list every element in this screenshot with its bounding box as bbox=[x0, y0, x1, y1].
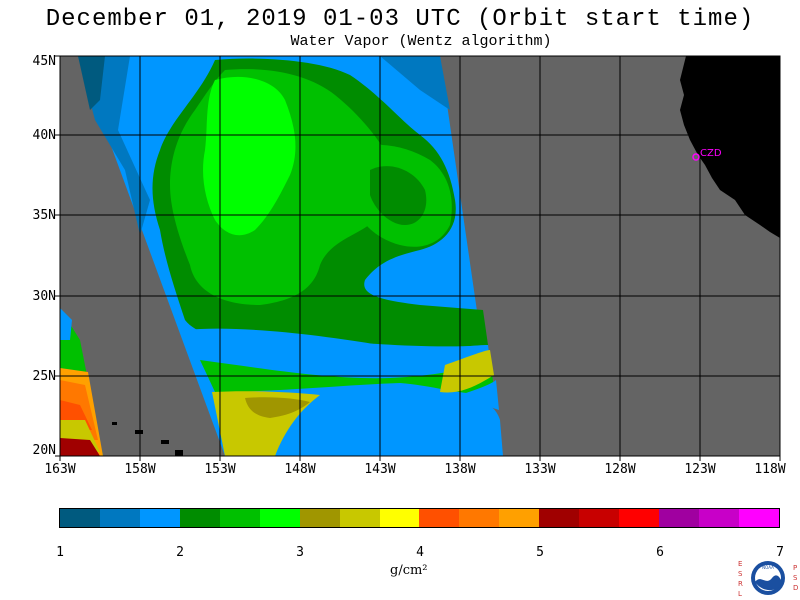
logo-letter-l: L bbox=[738, 590, 742, 598]
colorbar-segment bbox=[419, 509, 460, 527]
colorbar-tick-6: 6 bbox=[656, 545, 664, 560]
station-label: CZD bbox=[700, 148, 722, 159]
lon-label-158w: 158W bbox=[124, 462, 156, 477]
colorbar-tick-4: 4 bbox=[416, 545, 424, 560]
colorbar-segment bbox=[459, 509, 500, 527]
colorbar-units: g/cm² bbox=[390, 563, 428, 578]
colorbar-segment bbox=[579, 509, 620, 527]
colorbar-tick-5: 5 bbox=[536, 545, 544, 560]
lat-label-45n: 45N bbox=[32, 54, 56, 69]
lat-label-30n: 30N bbox=[32, 289, 56, 304]
colorbar-tick-2: 2 bbox=[176, 545, 184, 560]
colorbar-segment bbox=[60, 509, 100, 527]
colorbar-segment bbox=[219, 509, 260, 527]
colorbar-segment bbox=[659, 509, 699, 527]
colorbar bbox=[59, 508, 780, 528]
lat-label-40n: 40N bbox=[32, 128, 56, 143]
station-marker bbox=[692, 153, 700, 161]
colorbar-segment bbox=[699, 509, 739, 527]
colorbar-tick-3: 3 bbox=[296, 545, 304, 560]
lat-lon-grid bbox=[60, 56, 780, 456]
colorbar-tick-1: 1 bbox=[56, 545, 64, 560]
logo-letter-d: D bbox=[793, 584, 798, 592]
map-frame bbox=[59, 55, 781, 457]
lon-label-143w: 143W bbox=[364, 462, 396, 477]
logo-letter-s2: S bbox=[793, 574, 798, 582]
colorbar-segment bbox=[379, 509, 420, 527]
lon-label-153w: 153W bbox=[204, 462, 236, 477]
colorbar-segment bbox=[339, 509, 380, 527]
noaa-esrl-logo: E S R L P S D NOAA bbox=[738, 560, 798, 598]
colorbar-segment bbox=[539, 509, 580, 527]
colorbar-segment bbox=[259, 509, 300, 527]
lat-label-20n: 20N bbox=[32, 443, 56, 458]
logo-letter-s: S bbox=[738, 570, 743, 578]
satellite-swath bbox=[78, 56, 503, 456]
logo-letter-r: R bbox=[738, 580, 743, 588]
colorbar-segment bbox=[139, 509, 180, 527]
lon-label-118w: 118W bbox=[754, 462, 786, 477]
lon-label-133w: 133W bbox=[524, 462, 556, 477]
north-america-land bbox=[680, 56, 780, 238]
logo-center-text: NOAA bbox=[762, 565, 774, 570]
map-title: December 01, 2019 01-03 UTC (Orbit start… bbox=[45, 6, 755, 33]
logo-letter-e: E bbox=[738, 560, 742, 568]
lon-label-123w: 123W bbox=[684, 462, 716, 477]
lon-label-148w: 148W bbox=[284, 462, 316, 477]
colorbar-segment bbox=[499, 509, 540, 527]
colorbar-segment bbox=[99, 509, 140, 527]
colorbar-segment bbox=[619, 509, 660, 527]
western-swath bbox=[60, 308, 103, 456]
colorbar-tick-7: 7 bbox=[776, 545, 784, 560]
colorbar-segment bbox=[738, 509, 779, 527]
lat-label-35n: 35N bbox=[32, 208, 56, 223]
lon-label-138w: 138W bbox=[444, 462, 476, 477]
colorbar-segment bbox=[299, 509, 340, 527]
lon-label-128w: 128W bbox=[604, 462, 636, 477]
map-subtitle: Water Vapor (Wentz algorithm) bbox=[290, 33, 552, 50]
colorbar-segment bbox=[179, 509, 220, 527]
logo-letter-p: P bbox=[793, 564, 797, 572]
hawaii-islands bbox=[112, 422, 183, 456]
lat-label-25n: 25N bbox=[32, 369, 56, 384]
lon-label-163w: 163W bbox=[44, 462, 76, 477]
